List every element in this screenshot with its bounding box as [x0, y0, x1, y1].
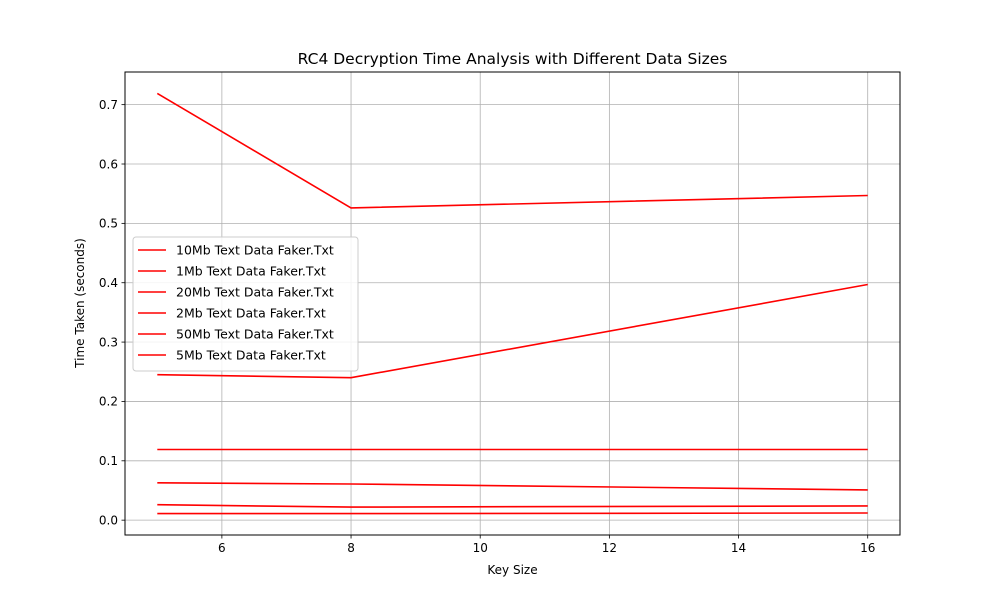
series-line — [157, 503, 868, 508]
x-tick-label: 6 — [218, 541, 226, 555]
y-tick-label: 0.4 — [99, 276, 118, 290]
chart-title: RC4 Decryption Time Analysis with Differ… — [298, 50, 728, 68]
plot-frame — [124, 71, 901, 536]
axis-ticks: 6 8 10 12 14 16 0.0 0.1 0.2 0.3 0.4 0.5 0.6 0.7 — [99, 98, 875, 555]
grid — [125, 72, 900, 535]
y-tick-label: 0.2 — [99, 395, 118, 409]
x-tick-label: 16 — [860, 541, 875, 555]
x-tick-label: 8 — [347, 541, 355, 555]
legend-label: 2Mb Text Data Faker.Txt — [176, 306, 326, 321]
y-tick-label: 0.7 — [99, 98, 118, 112]
legend: 10Mb Text Data Faker.Txt 1Mb Text Data Fa… — [132, 236, 359, 372]
legend-label: 50Mb Text Data Faker.Txt — [176, 327, 334, 342]
series-line — [157, 512, 868, 515]
x-tick-label: 14 — [731, 541, 746, 555]
y-tick-label: 0.1 — [99, 454, 118, 468]
x-axis-title: Key Size — [487, 563, 537, 577]
legend-label: 5Mb Text Data Faker.Txt — [176, 348, 326, 363]
x-tick-label: 10 — [473, 541, 488, 555]
series-line — [157, 283, 868, 379]
y-axis-title: Time Taken (seconds) — [73, 238, 87, 369]
y-tick-label: 0.3 — [99, 335, 118, 349]
x-tick-label: 12 — [602, 541, 617, 555]
series-lines — [156, 92, 868, 515]
y-tick-label: 0.5 — [99, 217, 118, 231]
legend-label: 1Mb Text Data Faker.Txt — [176, 264, 326, 279]
y-tick-label: 0.0 — [99, 513, 118, 527]
legend-label: 20Mb Text Data Faker.Txt — [176, 285, 334, 300]
legend-box — [132, 236, 359, 372]
legend-label: 10Mb Text Data Faker.Txt — [176, 243, 334, 258]
series-line — [156, 92, 868, 209]
y-tick-label: 0.6 — [99, 157, 118, 171]
series-line — [157, 482, 868, 491]
